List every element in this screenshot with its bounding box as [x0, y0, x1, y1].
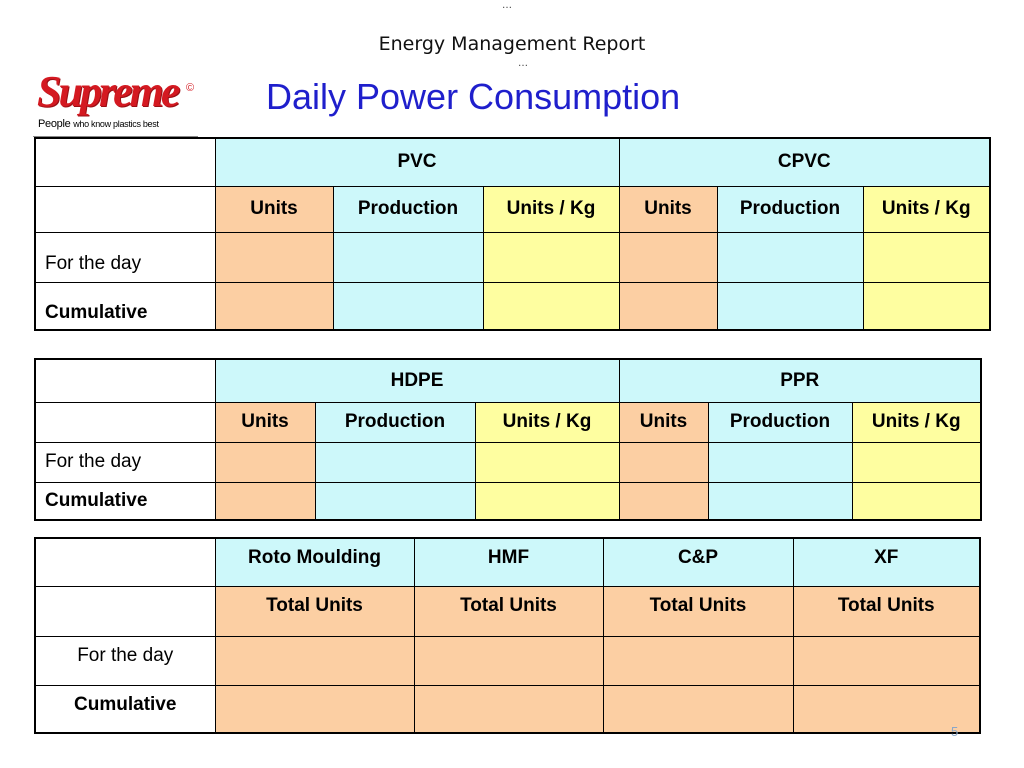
column-header: Units / Kg — [474, 401, 620, 443]
column-header: Production — [707, 401, 853, 443]
data-cell — [413, 684, 604, 734]
column-header: Production — [332, 185, 484, 233]
data-cell — [332, 281, 484, 331]
group-header: XF — [792, 537, 981, 587]
data-cell — [214, 231, 334, 283]
group-header: PPR — [618, 358, 982, 403]
data-cell — [314, 441, 476, 483]
row-label: For the day — [34, 441, 216, 483]
column-header: Units — [214, 401, 316, 443]
column-header: Units — [618, 401, 709, 443]
column-header: Total Units — [792, 585, 981, 637]
supreme-logo: Supreme © People who know plastics best — [33, 66, 198, 137]
table-row: Total Units Total Units Total Units Tota… — [34, 585, 981, 637]
data-cell — [214, 635, 415, 686]
table-row: Units Production Units / Kg Units Produc… — [34, 185, 991, 233]
group-header: CPVC — [618, 137, 991, 187]
column-header: Production — [314, 401, 476, 443]
top-dots: … — [502, 0, 512, 11]
data-cell — [214, 481, 316, 521]
row-label: Cumulative — [34, 481, 216, 521]
data-cell — [716, 231, 864, 283]
data-cell — [332, 231, 484, 283]
column-header: Units / Kg — [851, 401, 982, 443]
logo-wordmark: Supreme — [37, 67, 180, 116]
row-label: Cumulative — [34, 684, 216, 734]
column-header: Production — [716, 185, 864, 233]
data-cell — [792, 684, 981, 734]
corner-cell — [34, 185, 216, 233]
data-cell — [716, 281, 864, 331]
data-cell — [413, 635, 604, 686]
data-cell — [618, 231, 718, 283]
logo-tagline: People who know plastics best — [38, 118, 159, 130]
group-header: C&P — [602, 537, 794, 587]
row-label: For the day — [34, 635, 216, 686]
data-cell — [707, 441, 853, 483]
table-row: Cumulative — [34, 481, 982, 521]
table-row: HDPE PPR — [34, 358, 982, 403]
data-cell — [314, 481, 476, 521]
copyright-mark: © — [186, 82, 195, 94]
table-row: Cumulative — [34, 684, 981, 734]
data-cell — [214, 441, 316, 483]
table-row: For the day — [34, 231, 991, 283]
row-label: Cumulative — [34, 281, 216, 331]
column-header: Total Units — [602, 585, 794, 637]
table-row: For the day — [34, 441, 982, 483]
data-cell — [482, 281, 620, 331]
column-header: Total Units — [214, 585, 415, 637]
data-cell — [618, 281, 718, 331]
data-cell — [851, 441, 982, 483]
column-header: Units / Kg — [482, 185, 620, 233]
data-cell — [474, 481, 620, 521]
data-cell — [792, 635, 981, 686]
data-cell — [214, 281, 334, 331]
data-cell — [618, 441, 709, 483]
data-cell — [862, 281, 991, 331]
group-header: HMF — [413, 537, 604, 587]
group-header: HDPE — [214, 358, 620, 403]
table-row: Cumulative — [34, 281, 991, 331]
corner-cell — [34, 585, 216, 637]
page-title: Daily Power Consumption — [266, 76, 681, 117]
column-header: Units — [214, 185, 334, 233]
data-cell — [482, 231, 620, 283]
corner-cell — [34, 137, 216, 187]
table-row: Units Production Units / Kg Units Produc… — [34, 401, 982, 443]
tagline-rest: who know plastics best — [73, 119, 159, 129]
page-number: 5 — [951, 724, 959, 739]
data-cell — [602, 684, 794, 734]
corner-cell — [34, 358, 216, 403]
table-row: For the day — [34, 635, 981, 686]
column-header: Units — [618, 185, 718, 233]
report-title: Energy Management Report — [378, 33, 646, 55]
data-cell — [851, 481, 982, 521]
corner-cell — [34, 401, 216, 443]
data-cell — [707, 481, 853, 521]
pvc-cpvc-table: PVC CPVC Units Production Units / Kg Uni… — [34, 137, 991, 331]
table-row: Roto Moulding HMF C&P XF — [34, 537, 981, 587]
column-header: Total Units — [413, 585, 604, 637]
other-plants-table: Roto Moulding HMF C&P XF Total Units Tot… — [34, 537, 981, 734]
data-cell — [602, 635, 794, 686]
data-cell — [618, 481, 709, 521]
mid-dots: … — [518, 58, 528, 69]
corner-cell — [34, 537, 216, 587]
data-cell — [214, 684, 415, 734]
hdpe-ppr-table: HDPE PPR Units Production Units / Kg Uni… — [34, 358, 982, 521]
group-header: Roto Moulding — [214, 537, 415, 587]
row-label: For the day — [34, 231, 216, 283]
group-header: PVC — [214, 137, 620, 187]
table-row: PVC CPVC — [34, 137, 991, 187]
column-header: Units / Kg — [862, 185, 991, 233]
tagline-people: People — [38, 118, 71, 130]
data-cell — [474, 441, 620, 483]
data-cell — [862, 231, 991, 283]
